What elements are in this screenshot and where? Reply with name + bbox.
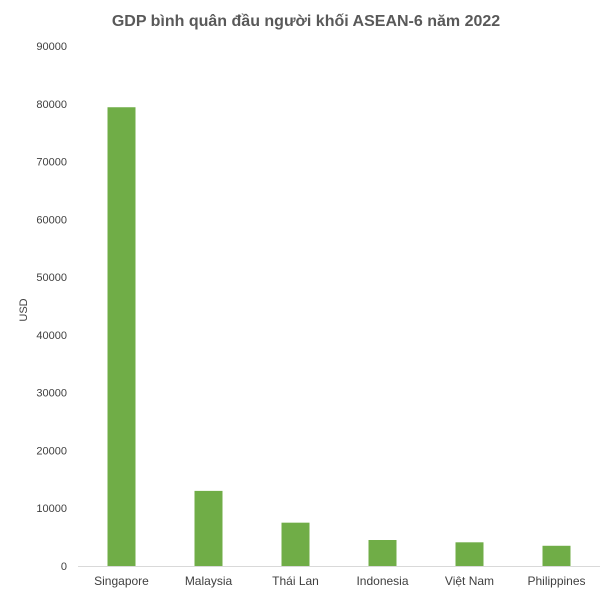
- y-tick-label: 20000: [36, 445, 67, 457]
- y-tick-label: 30000: [36, 388, 67, 400]
- bar-malaysia: [194, 490, 223, 566]
- x-category-label: Thái Lan: [272, 574, 319, 588]
- x-category-label: Việt Nam: [445, 574, 494, 588]
- bar-philippines: [542, 545, 571, 566]
- y-tick-label: 80000: [36, 99, 67, 111]
- y-axis-ticks: 0 10000 20000 30000 40000 50000 60000 70000 8000…: [36, 41, 67, 573]
- bar-indonesia: [368, 540, 397, 566]
- bar-thái-lan: [281, 522, 310, 566]
- y-axis-label: USD: [18, 298, 30, 321]
- y-tick-label: 0: [61, 561, 67, 573]
- bar-việt-nam: [455, 542, 484, 566]
- y-tick-label: 60000: [36, 214, 67, 226]
- x-axis-categories: Singapore Malaysia Thái Lan Indonesia Việt N…: [94, 574, 585, 588]
- y-tick-label: 90000: [36, 41, 67, 53]
- bars: [107, 107, 571, 566]
- x-category-label: Singapore: [94, 574, 149, 588]
- x-category-label: Indonesia: [356, 574, 408, 588]
- x-category-label: Philippines: [527, 574, 585, 588]
- x-category-label: Malaysia: [185, 574, 233, 588]
- bar-singapore: [107, 107, 136, 566]
- y-tick-label: 40000: [36, 330, 67, 342]
- y-tick-label: 50000: [36, 272, 67, 284]
- y-tick-label: 10000: [36, 503, 67, 515]
- chart-title: GDP bình quân đầu người khối ASEAN-6 năm…: [112, 13, 500, 30]
- y-tick-label: 70000: [36, 157, 67, 169]
